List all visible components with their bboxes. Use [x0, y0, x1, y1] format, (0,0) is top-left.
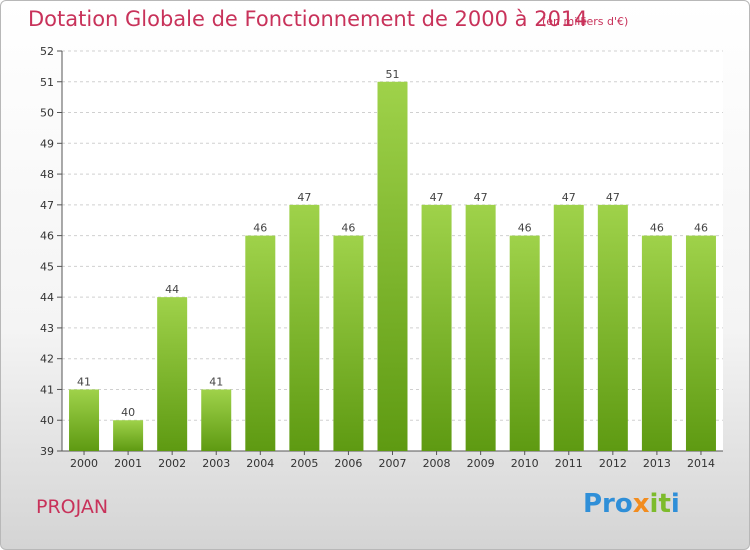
x-tick-label-2012: 2012	[599, 457, 627, 470]
y-tick-label: 43	[40, 322, 54, 335]
chart-title: Dotation Globale de Fonctionnement de 20…	[28, 7, 588, 31]
bar-2010	[509, 235, 540, 451]
bar-2001	[113, 420, 144, 451]
y-tick-label: 45	[40, 260, 54, 273]
bar-2013	[641, 235, 672, 451]
bar-2012	[597, 204, 628, 451]
x-tick-label-2002: 2002	[158, 457, 186, 470]
bar-2003	[201, 389, 232, 451]
data-label-2006: 46	[341, 222, 355, 235]
y-tick-label: 41	[40, 383, 54, 396]
bar-2002	[157, 297, 188, 451]
bar-2008	[421, 204, 452, 451]
x-tick-label-2003: 2003	[202, 457, 230, 470]
x-tick-label-2007: 2007	[379, 457, 407, 470]
y-tick-label: 39	[40, 445, 54, 458]
y-tick-label: 42	[40, 353, 54, 366]
bar-2009	[465, 204, 496, 451]
x-tick-label-2001: 2001	[114, 457, 142, 470]
y-tick-label: 44	[40, 291, 54, 304]
data-label-2013: 46	[650, 222, 664, 235]
data-label-2009: 47	[474, 191, 488, 204]
data-label-2002: 44	[165, 283, 179, 296]
data-label-2003: 41	[209, 375, 223, 388]
x-tick-label-2013: 2013	[643, 457, 671, 470]
x-tick-label-2010: 2010	[511, 457, 539, 470]
commune-name: PROJAN	[36, 496, 109, 518]
bar-2004	[245, 235, 276, 451]
y-tick-label: 40	[40, 414, 54, 427]
data-label-2012: 47	[606, 191, 620, 204]
x-tick-label-2005: 2005	[290, 457, 318, 470]
data-label-2001: 40	[121, 406, 135, 419]
y-tick-label: 52	[40, 45, 54, 58]
proxiti-logo: Proxiti	[583, 489, 680, 519]
bar-2005	[289, 204, 320, 451]
data-label-2010: 46	[518, 222, 532, 235]
x-tick-label-2008: 2008	[423, 457, 451, 470]
bar-2006	[333, 235, 364, 451]
y-tick-label: 50	[40, 107, 54, 120]
bar-2007	[377, 81, 408, 452]
x-tick-label-2006: 2006	[334, 457, 362, 470]
data-label-2005: 47	[297, 191, 311, 204]
y-tick-label: 46	[40, 230, 54, 243]
y-tick-label: 49	[40, 137, 54, 150]
y-tick-label: 51	[40, 76, 54, 89]
bar-2014	[685, 235, 716, 451]
y-tick-label: 48	[40, 168, 54, 181]
x-tick-label-2004: 2004	[246, 457, 274, 470]
x-tick-label-2000: 2000	[70, 457, 98, 470]
data-label-2008: 47	[430, 191, 444, 204]
x-tick-label-2011: 2011	[555, 457, 583, 470]
data-label-2011: 47	[562, 191, 576, 204]
y-tick-label: 47	[40, 199, 54, 212]
bar-2000	[69, 389, 100, 451]
data-label-2000: 41	[77, 375, 91, 388]
data-label-2004: 46	[253, 222, 267, 235]
x-tick-label-2009: 2009	[467, 457, 495, 470]
data-label-2014: 46	[694, 222, 708, 235]
x-tick-label-2014: 2014	[687, 457, 715, 470]
chart-unit: (en milliers d'€)	[542, 15, 629, 28]
data-label-2007: 51	[386, 68, 400, 81]
bar-2011	[553, 204, 584, 451]
